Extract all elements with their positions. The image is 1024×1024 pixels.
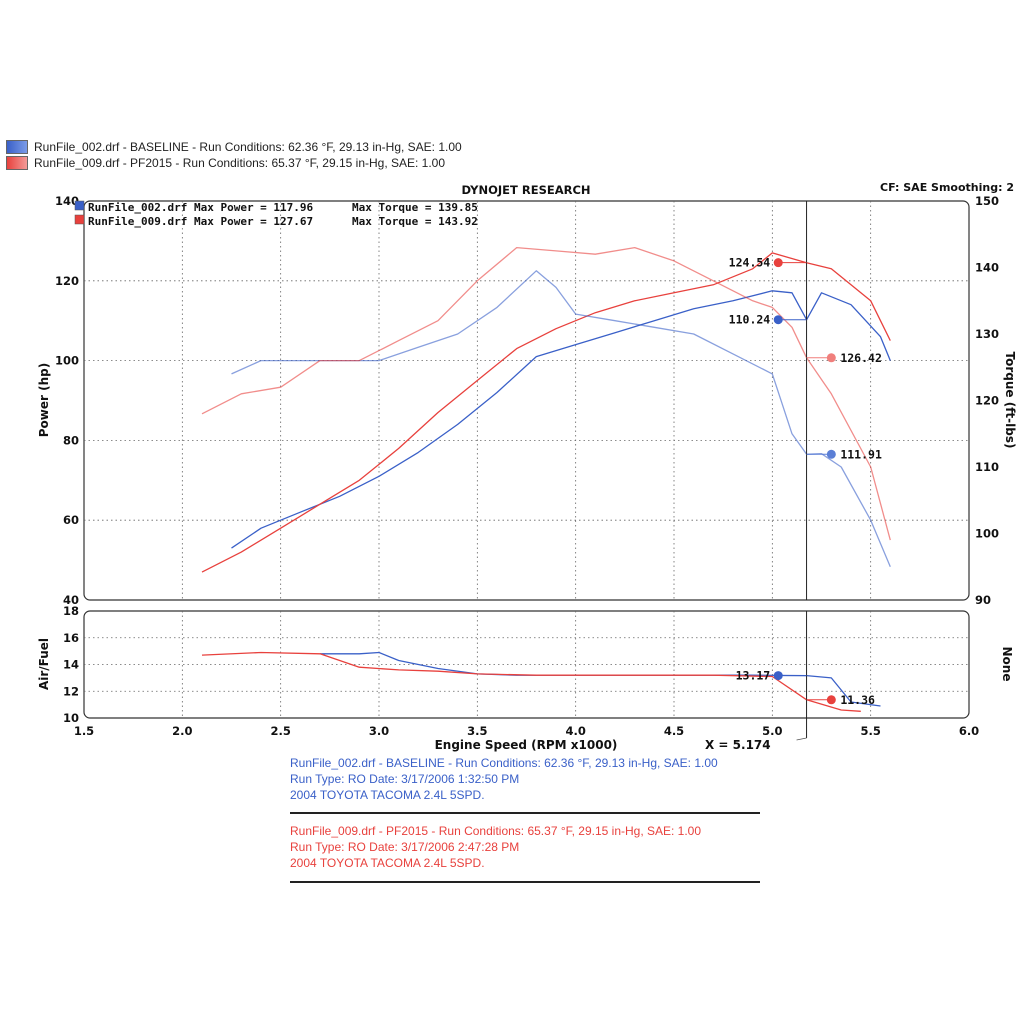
airfuel-axis-title: Air/Fuel (37, 638, 51, 690)
x-tick-label: 2.5 (270, 724, 290, 738)
info-pf2015-line-2: Run Type: RO Date: 3/17/2006 2:47:28 PM (290, 840, 520, 854)
max-swatch-pf2015 (74, 214, 85, 225)
info-pf2015-line-1: RunFile_009.drf - PF2015 - Run Condition… (290, 824, 702, 838)
readout-value: 11.36 (840, 693, 875, 707)
x-tick-label: 6.0 (959, 724, 979, 738)
legend-swatch-pf2015 (6, 156, 28, 170)
airfuel-tick-label: 18 (63, 604, 79, 618)
top-panel-frame (83, 200, 970, 601)
airfuel-tick-label: 16 (63, 631, 79, 645)
grid (84, 201, 969, 718)
y-tick-right-label: 90 (975, 593, 991, 607)
info-block-pf2015: RunFile_009.drf - PF2015 - Run Condition… (290, 823, 760, 871)
y-tick-right-label: 140 (975, 261, 999, 275)
y-axis-right-title: Torque (ft-lbs) (1003, 352, 1017, 449)
y-tick-left-label: 100 (55, 354, 79, 368)
x-tick-label: 3.0 (369, 724, 389, 738)
max-torque-pf2015: Max Torque = 143.92 (352, 215, 478, 228)
cf-smoothing: CF: SAE Smoothing: 2 (880, 181, 1014, 194)
cursor-x-label: X = 5.174 (705, 738, 771, 752)
x-tick-label: 5.0 (762, 724, 782, 738)
readout-dot (826, 695, 836, 705)
info-baseline-line-2: Run Type: RO Date: 3/17/2006 1:32:50 PM (290, 772, 520, 786)
airfuel-line-baseline (320, 651, 881, 707)
none-axis-title: None (1000, 647, 1014, 682)
airfuel-tick-label: 12 (63, 684, 79, 698)
tick-labels: 1.5 2.0 2.5 3.0 3.5 4.0 4.5 5.0 5.5 6.0 40 60 80 100 1… (55, 194, 999, 738)
max-power-baseline: RunFile_002.drf Max Power = 117.96 (88, 201, 314, 214)
x-tick-label: 5.5 (860, 724, 880, 738)
y-tick-right-label: 130 (975, 327, 999, 341)
x-axis-title: Engine Speed (RPM x1000) (435, 738, 618, 752)
x-tick-label: 1.5 (74, 724, 94, 738)
airfuel-tick-label: 10 (63, 711, 79, 725)
torque-line-pf2015 (201, 246, 891, 541)
cursor-leader-line (796, 737, 807, 741)
readout-value: 111.91 (840, 447, 882, 461)
legend-pf2015: RunFile_009.drf - PF2015 - Run Condition… (6, 156, 445, 170)
cursor-readouts: 124.54 110.24 126.42 111.91 13.17 11.36 (729, 256, 882, 707)
power-line-baseline (231, 290, 891, 549)
max-power-pf2015: RunFile_009.drf Max Power = 127.67 (88, 215, 313, 228)
x-tick-label: 3.5 (467, 724, 487, 738)
y-axis-left-title: Power (hp) (37, 363, 51, 437)
readout-value: 124.54 (729, 256, 771, 270)
x-tick-label: 4.0 (565, 724, 585, 738)
y-tick-left-label: 140 (55, 194, 79, 208)
y-tick-right-label: 150 (975, 194, 999, 208)
legend-text-baseline: RunFile_002.drf - BASELINE - Run Conditi… (34, 140, 462, 154)
torque-line-baseline (231, 270, 891, 568)
readout-dot (773, 258, 783, 268)
series-lines (201, 246, 891, 712)
readout-dot (826, 449, 836, 459)
y-tick-left-label: 40 (63, 593, 79, 607)
y-tick-right-label: 120 (975, 394, 999, 408)
info-divider-2 (290, 881, 760, 883)
x-tick-label: 2.0 (172, 724, 192, 738)
readout-value: 126.42 (840, 351, 882, 365)
max-torque-baseline: Max Torque = 139.85 (352, 201, 478, 214)
airfuel-tick-label: 14 (63, 658, 79, 672)
info-baseline-line-1: RunFile_002.drf - BASELINE - Run Conditi… (290, 756, 718, 770)
legend-baseline: RunFile_002.drf - BASELINE - Run Conditi… (6, 140, 462, 154)
legend-swatch-baseline (6, 140, 28, 154)
cursor-group (796, 201, 808, 741)
info-pf2015-line-3: 2004 TOYOTA TACOMA 2.4L 5SPD. (290, 856, 485, 870)
legend-text-pf2015: RunFile_009.drf - PF2015 - Run Condition… (34, 156, 446, 170)
y-tick-right-label: 110 (975, 460, 999, 474)
info-divider-1 (290, 812, 760, 814)
max-swatch-baseline (74, 200, 85, 211)
power-line-pf2015 (201, 252, 891, 573)
readout-value: 110.24 (729, 313, 771, 327)
y-tick-right-label: 100 (975, 527, 999, 541)
info-block-baseline: RunFile_002.drf - BASELINE - Run Conditi… (290, 755, 760, 803)
info-baseline-line-3: 2004 TOYOTA TACOMA 2.4L 5SPD. (290, 788, 485, 802)
y-tick-left-label: 60 (63, 513, 79, 527)
y-tick-left-label: 120 (55, 274, 79, 288)
y-tick-left-label: 80 (63, 433, 79, 447)
chart-title: DYNOJET RESEARCH (461, 183, 590, 197)
readout-dot (773, 315, 783, 325)
airfuel-line-pf2015 (201, 651, 861, 712)
readout-dot (773, 671, 783, 681)
readout-dot (826, 353, 836, 363)
x-tick-label: 4.5 (664, 724, 684, 738)
readout-value: 13.17 (736, 669, 771, 683)
